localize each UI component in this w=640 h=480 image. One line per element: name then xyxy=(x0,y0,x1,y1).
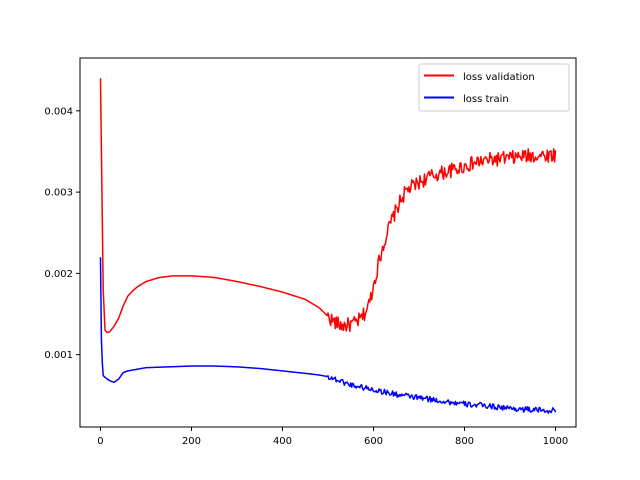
x-tick-label: 200 xyxy=(182,436,201,447)
legend-label-loss-train: loss train xyxy=(463,94,509,105)
series-line-loss-train xyxy=(99,257,557,414)
y-axis-ticks: 0.001 0.002 0.003 0.004 xyxy=(44,106,80,361)
x-tick-label: 0 xyxy=(97,436,103,447)
legend-frame xyxy=(418,63,570,112)
x-tick-label: 1000 xyxy=(543,436,568,447)
y-tick-label: 0.001 xyxy=(44,350,73,361)
plot-area xyxy=(79,57,577,428)
y-tick-label: 0.003 xyxy=(44,188,73,199)
legend-label-loss-validation: loss validation xyxy=(463,72,535,83)
x-tick-label: 600 xyxy=(364,436,383,447)
series-line-loss-validation xyxy=(99,78,557,334)
series-layer xyxy=(99,78,557,414)
legend: loss validation loss train xyxy=(418,63,570,112)
x-tick-label: 400 xyxy=(273,436,292,447)
x-axis-ticks: 0 200 400 600 800 1000 xyxy=(97,427,568,447)
y-tick-label: 0.002 xyxy=(44,269,73,280)
axes-frame xyxy=(79,57,577,428)
y-tick-label: 0.004 xyxy=(44,106,73,117)
x-tick-label: 800 xyxy=(455,436,474,447)
